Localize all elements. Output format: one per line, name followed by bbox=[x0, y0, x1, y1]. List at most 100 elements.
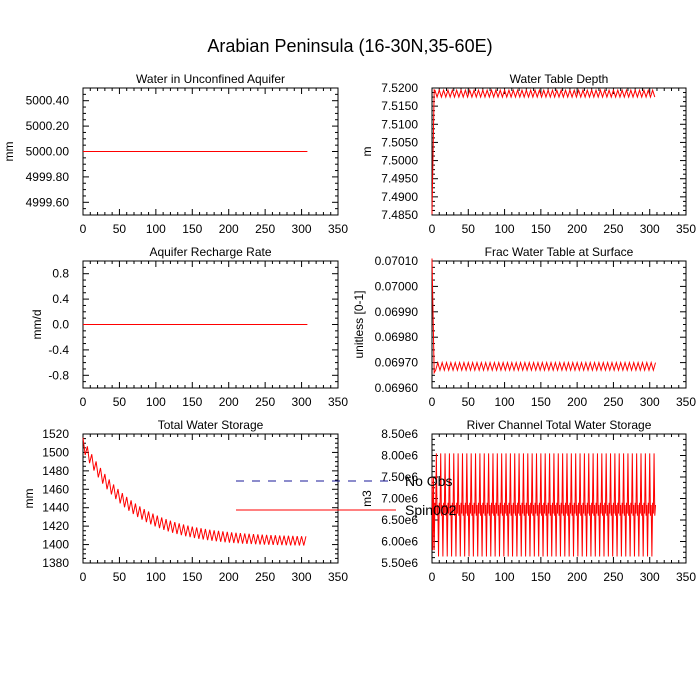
y-tick-label-aquifer-water: 4999.80 bbox=[26, 170, 70, 184]
legend-label-spin002: Spin002 bbox=[405, 502, 457, 518]
x-tick-label-total-water-storage: 200 bbox=[219, 570, 239, 584]
x-tick-label-aquifer-water: 350 bbox=[328, 222, 348, 236]
y-tick-label-river-storage: 8.00e6 bbox=[381, 449, 418, 463]
legend: No Obs Spin002 bbox=[236, 473, 457, 518]
y-axis-label-recharge-rate: mm/d bbox=[30, 310, 44, 340]
y-tick-label-total-water-storage: 1420 bbox=[42, 519, 69, 533]
x-tick-label-frac-water-table: 150 bbox=[531, 395, 551, 409]
panel-water-table-depth: Water Table Depth m 0 50 100 150 200 250 300 350 7… bbox=[360, 72, 696, 236]
y-tick-label-recharge-rate: -0.8 bbox=[48, 368, 69, 382]
y-tick-label-total-water-storage: 1500 bbox=[42, 445, 69, 459]
figure-title: Arabian Peninsula (16-30N,35-60E) bbox=[207, 36, 492, 56]
x-tick-label-river-storage: 300 bbox=[640, 570, 660, 584]
panel-aquifer-water: Water in Unconfined Aquifer mm 0 50 100 150 20… bbox=[2, 72, 348, 236]
y-tick-label-frac-water-table: 0.06980 bbox=[375, 330, 419, 344]
series-line-total-water-storage bbox=[82, 437, 307, 546]
x-tick-label-recharge-rate: 150 bbox=[182, 395, 202, 409]
y-tick-label-water-table-depth: 7.5200 bbox=[381, 81, 418, 95]
x-tick-label-frac-water-table: 200 bbox=[567, 395, 587, 409]
y-tick-label-water-table-depth: 7.4950 bbox=[381, 172, 418, 186]
x-tick-label-recharge-rate: 250 bbox=[255, 395, 275, 409]
panel-recharge-rate: Aquifer Recharge Rate mm/d 0 50 100 150 200 250… bbox=[30, 245, 348, 409]
y-tick-label-frac-water-table: 0.07000 bbox=[375, 279, 419, 293]
y-tick-label-aquifer-water: 5000.20 bbox=[26, 119, 70, 133]
x-tick-label-recharge-rate: 100 bbox=[146, 395, 166, 409]
x-tick-label-total-water-storage: 50 bbox=[113, 570, 127, 584]
x-tick-label-frac-water-table: 0 bbox=[429, 395, 436, 409]
x-tick-label-recharge-rate: 350 bbox=[328, 395, 348, 409]
x-tick-label-aquifer-water: 100 bbox=[146, 222, 166, 236]
y-tick-label-aquifer-water: 4999.60 bbox=[26, 195, 70, 209]
panel-frame-water-table-depth bbox=[431, 87, 687, 216]
x-tick-label-recharge-rate: 50 bbox=[113, 395, 127, 409]
y-tick-label-river-storage: 5.50e6 bbox=[381, 556, 418, 570]
x-tick-label-frac-water-table: 350 bbox=[676, 395, 696, 409]
x-tick-label-river-storage: 150 bbox=[531, 570, 551, 584]
x-tick-label-river-storage: 0 bbox=[429, 570, 436, 584]
y-tick-label-river-storage: 7.00e6 bbox=[381, 492, 418, 506]
y-axis-label-river-storage: m3 bbox=[360, 490, 374, 507]
y-axis-label-water-table-depth: m bbox=[360, 147, 374, 157]
y-tick-label-frac-water-table: 0.06970 bbox=[375, 356, 419, 370]
y-tick-label-water-table-depth: 7.5050 bbox=[381, 135, 418, 149]
x-tick-label-recharge-rate: 0 bbox=[80, 395, 87, 409]
x-tick-label-aquifer-water: 150 bbox=[182, 222, 202, 236]
panel-river-storage: River Channel Total Water Storage m3 0 50 10… bbox=[360, 418, 696, 584]
y-tick-label-recharge-rate: 0.4 bbox=[52, 292, 69, 306]
y-tick-label-river-storage: 8.50e6 bbox=[381, 427, 418, 441]
y-tick-label-water-table-depth: 7.5000 bbox=[381, 154, 418, 168]
panel-frac-water-table: Frac Water Table at Surface unitless [0-1… bbox=[352, 245, 696, 409]
y-tick-label-water-table-depth: 7.5150 bbox=[381, 99, 418, 113]
y-axis-label-total-water-storage: mm bbox=[22, 489, 36, 509]
y-tick-label-water-table-depth: 7.5100 bbox=[381, 117, 418, 131]
y-tick-label-river-storage: 6.50e6 bbox=[381, 513, 418, 527]
x-tick-label-water-table-depth: 50 bbox=[462, 222, 476, 236]
y-tick-label-total-water-storage: 1400 bbox=[42, 538, 69, 552]
y-tick-label-water-table-depth: 7.4850 bbox=[381, 208, 418, 222]
y-tick-label-frac-water-table: 0.06960 bbox=[375, 381, 419, 395]
y-tick-label-total-water-storage: 1480 bbox=[42, 464, 69, 478]
x-tick-label-water-table-depth: 200 bbox=[567, 222, 587, 236]
panels-group: Water in Unconfined Aquifer mm 0 50 100 150 20… bbox=[2, 72, 696, 584]
x-tick-label-total-water-storage: 100 bbox=[146, 570, 166, 584]
x-tick-label-frac-water-table: 300 bbox=[640, 395, 660, 409]
panel-title-recharge-rate: Aquifer Recharge Rate bbox=[149, 245, 271, 259]
x-tick-label-total-water-storage: 350 bbox=[328, 570, 348, 584]
x-tick-label-river-storage: 250 bbox=[603, 570, 623, 584]
x-tick-label-river-storage: 100 bbox=[495, 570, 515, 584]
x-tick-label-aquifer-water: 0 bbox=[80, 222, 87, 236]
y-tick-label-total-water-storage: 1440 bbox=[42, 501, 69, 515]
series-line-frac-water-table bbox=[431, 258, 657, 375]
y-tick-label-river-storage: 7.50e6 bbox=[381, 470, 418, 484]
x-tick-label-water-table-depth: 0 bbox=[429, 222, 436, 236]
y-tick-label-recharge-rate: -0.4 bbox=[48, 343, 69, 357]
x-tick-label-water-table-depth: 250 bbox=[603, 222, 623, 236]
series-line-water-table-depth bbox=[431, 88, 656, 215]
y-tick-label-recharge-rate: 0.0 bbox=[52, 318, 69, 332]
x-tick-label-total-water-storage: 150 bbox=[182, 570, 202, 584]
x-tick-label-total-water-storage: 250 bbox=[255, 570, 275, 584]
panel-title-water-table-depth: Water Table Depth bbox=[510, 72, 609, 86]
y-tick-label-frac-water-table: 0.06990 bbox=[375, 305, 419, 319]
y-tick-label-aquifer-water: 5000.00 bbox=[26, 145, 70, 159]
x-tick-label-aquifer-water: 50 bbox=[113, 222, 127, 236]
x-tick-label-water-table-depth: 300 bbox=[640, 222, 660, 236]
x-tick-label-recharge-rate: 300 bbox=[292, 395, 312, 409]
x-tick-label-aquifer-water: 250 bbox=[255, 222, 275, 236]
y-axis-label-frac-water-table: unitless [0-1] bbox=[352, 290, 366, 358]
y-tick-label-aquifer-water: 5000.40 bbox=[26, 94, 70, 108]
panel-total-water-storage: Total Water Storage mm 0 50 100 150 200 250 300 3… bbox=[22, 418, 348, 584]
x-tick-label-river-storage: 50 bbox=[462, 570, 476, 584]
x-tick-label-aquifer-water: 200 bbox=[219, 222, 239, 236]
x-tick-label-water-table-depth: 150 bbox=[531, 222, 551, 236]
y-axis-label-aquifer-water: mm bbox=[2, 142, 16, 162]
x-tick-label-water-table-depth: 100 bbox=[495, 222, 515, 236]
panel-title-aquifer-water: Water in Unconfined Aquifer bbox=[136, 72, 285, 86]
panel-title-river-storage: River Channel Total Water Storage bbox=[467, 418, 652, 432]
y-tick-label-total-water-storage: 1460 bbox=[42, 482, 69, 496]
x-tick-label-total-water-storage: 0 bbox=[80, 570, 87, 584]
x-tick-label-river-storage: 200 bbox=[567, 570, 587, 584]
x-tick-label-river-storage: 350 bbox=[676, 570, 696, 584]
legend-label-no-obs: No Obs bbox=[405, 473, 452, 489]
